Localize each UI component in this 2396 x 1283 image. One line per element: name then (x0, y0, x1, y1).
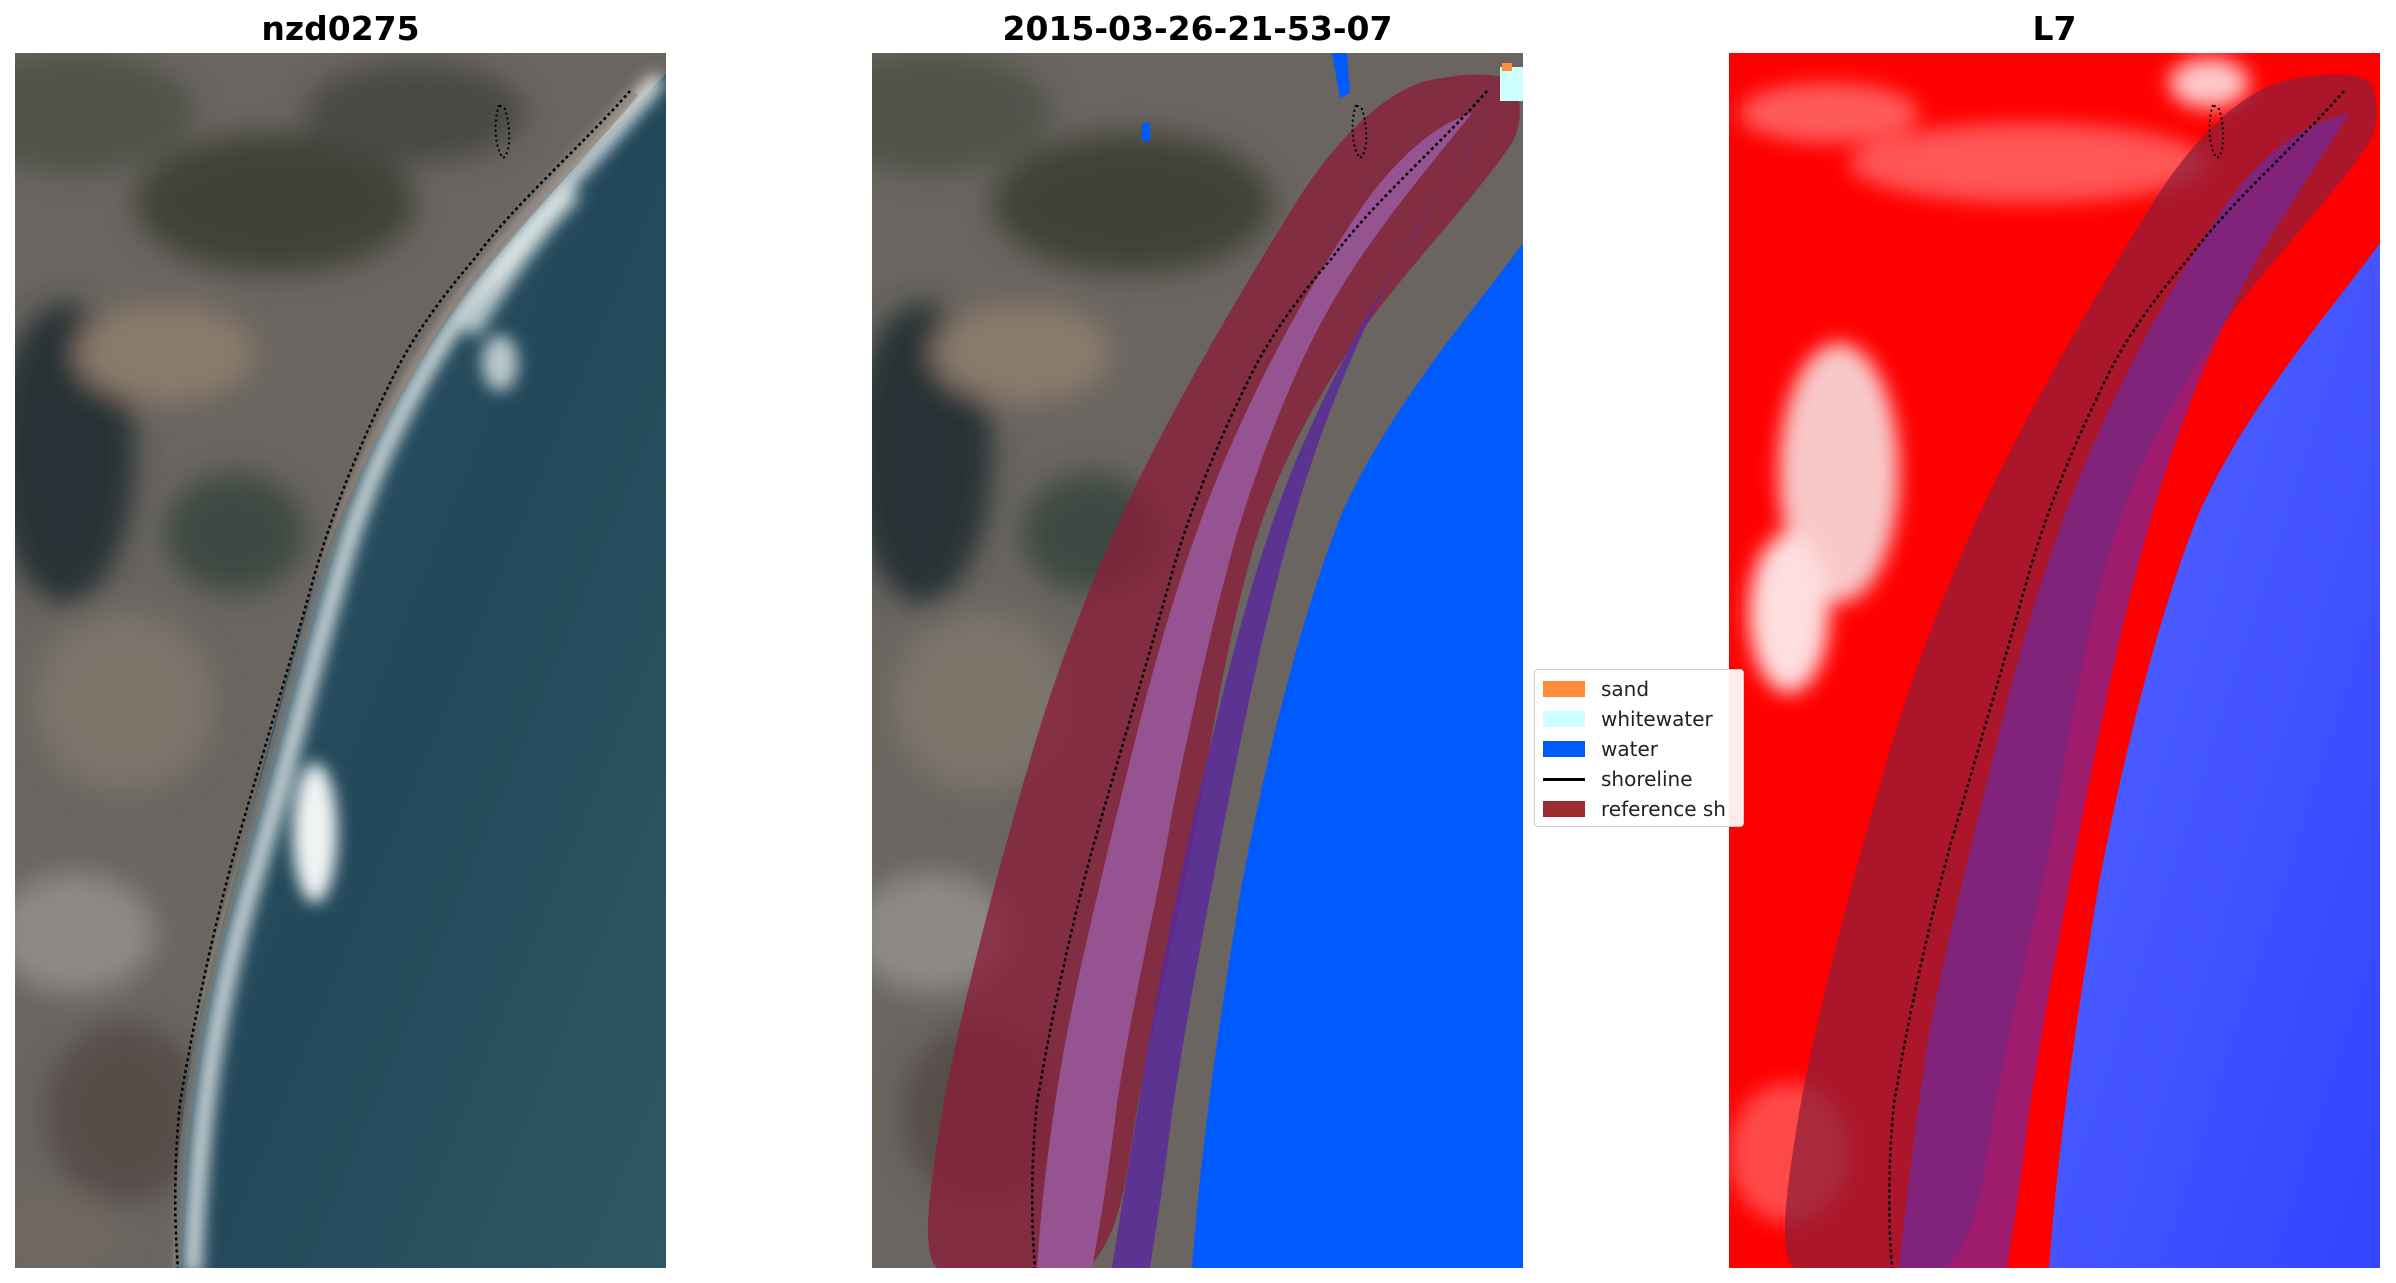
classified-image-panel (872, 53, 1523, 1268)
legend-label-whitewater: whitewater (1601, 707, 1713, 731)
rgb-image (15, 53, 666, 1268)
shoreline (1888, 90, 2345, 1268)
reference-shoreline-buffer (927, 74, 1520, 1268)
legend-label-reference: reference sh (1601, 797, 1726, 821)
panel-title-rgb: nzd0275 (261, 9, 420, 48)
sand-swatch (1543, 681, 1585, 697)
water-class-region (1192, 243, 1523, 1268)
panel-title-classified: 2015-03-26-21-53-07 (1002, 9, 1393, 48)
shoreline (174, 90, 631, 1268)
rgb-image-panel (15, 53, 666, 1268)
shoreline-line-swatch (1543, 777, 1585, 781)
reference-swatch (1543, 801, 1585, 817)
index-image-panel (1729, 53, 2380, 1268)
land-texture (15, 53, 525, 1268)
panel-title-index: L7 (2032, 9, 2077, 48)
legend-item-whitewater: whitewater (1543, 706, 1713, 732)
index-water-region (2049, 243, 2380, 1268)
shoreline (1031, 90, 1488, 1268)
index-image (1729, 53, 2380, 1268)
whitewater-swatch (1543, 711, 1585, 727)
land-texture (872, 53, 1272, 1203)
legend-label-shoreline: shoreline (1601, 767, 1693, 791)
legend: sand whitewater water shoreline referenc… (1534, 669, 1744, 827)
classified-image (872, 53, 1523, 1268)
sea-area (175, 73, 666, 1268)
legend-label-sand: sand (1601, 677, 1650, 701)
legend-item-water: water (1543, 736, 1658, 762)
surf-band (185, 75, 663, 1268)
legend-item-sand: sand (1543, 676, 1649, 702)
legend-item-reference: reference sh (1543, 796, 1726, 822)
legend-label-water: water (1601, 737, 1658, 761)
water-swatch (1543, 741, 1585, 757)
legend-item-shoreline: shoreline (1543, 766, 1693, 792)
